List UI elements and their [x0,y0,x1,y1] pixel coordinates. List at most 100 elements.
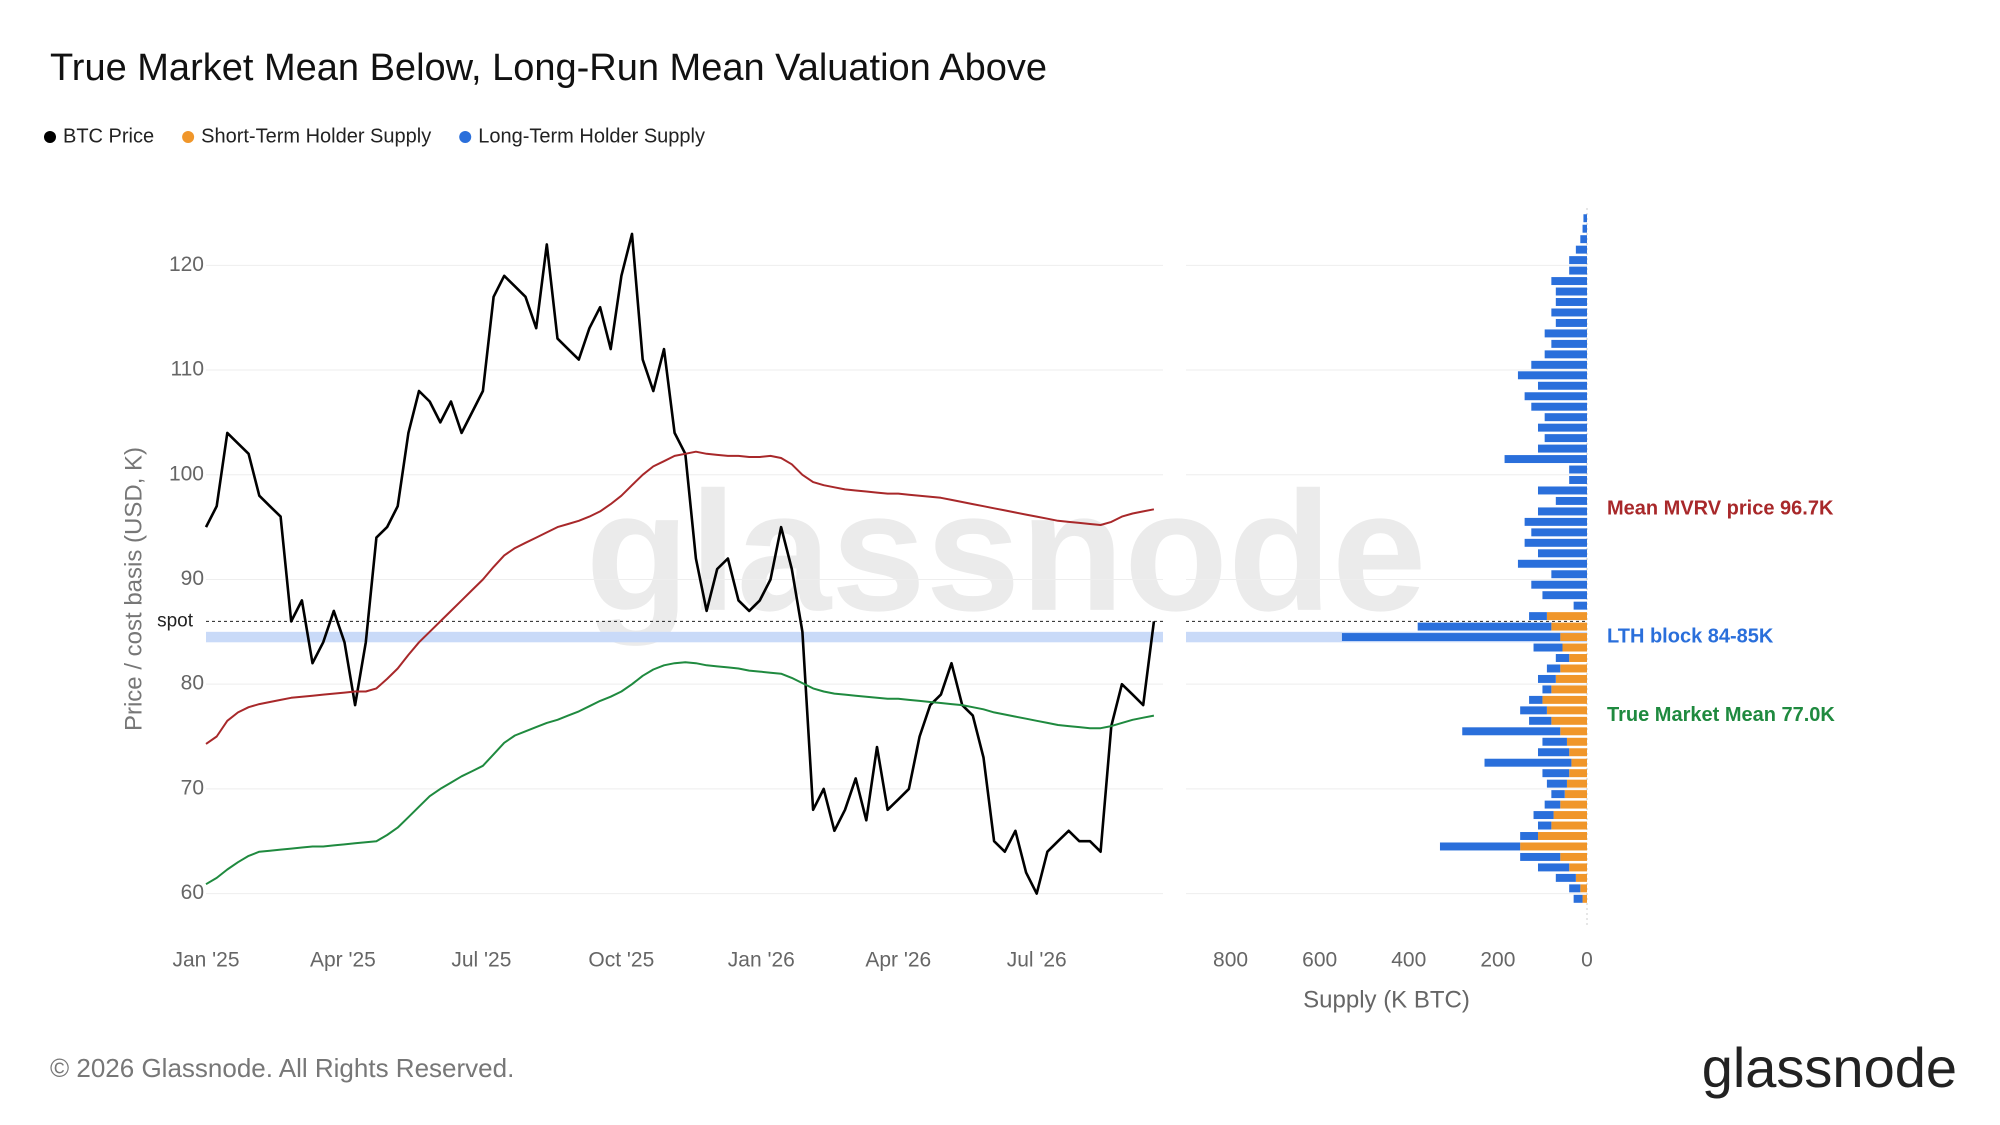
supply-bar [1520,706,1547,715]
y-tick-label: 90 [181,567,204,590]
supply-bar [1551,716,1587,725]
legend-label: Long-Term Holder Supply [478,125,705,147]
brand-logo: glassnode [1702,1036,1957,1099]
x-axis-label: Supply (K BTC) [1303,986,1470,1013]
supply-bar [1546,779,1567,788]
supply-bar [1537,423,1587,432]
supply-bar [1537,863,1570,872]
supply-bar [1569,654,1587,662]
annotation-label: True Market Mean 77.0K [1607,704,1835,726]
supply-bar [1542,769,1570,778]
y-tick-label: 70 [181,776,204,799]
supply-bar [1546,706,1587,715]
supply-bar [1575,873,1587,882]
legend-swatch [459,131,472,143]
supply-bar [1580,884,1587,893]
supply-bar [1542,685,1552,694]
supply-bar [1555,674,1587,683]
supply-bar [1537,674,1556,683]
supply-bar [1537,444,1587,453]
supply-bar [1529,695,1543,704]
supply-bar [1560,800,1587,809]
supply-bar [1546,612,1587,621]
supply-bar [1542,737,1567,746]
supply-bar [1529,716,1552,725]
supply-bar [1551,790,1565,799]
supply-bar [1573,894,1583,903]
legend-swatch [44,131,56,143]
x-tick-label: Jan '25 [172,949,239,972]
supply-bar [1544,800,1561,809]
annotation-label: spot [157,610,194,631]
supply-bar [1555,873,1576,882]
supply-bar [1537,381,1587,390]
supply-bar [1571,758,1587,767]
x-tick-label: 400 [1391,949,1426,972]
x-tick-label: 0 [1581,949,1593,972]
supply-bar [1531,580,1587,589]
x-tick-label: Jan '26 [728,949,795,972]
annotation-label: Mean MVRV price 96.7K [1607,498,1834,520]
supply-bar [1484,758,1572,767]
supply-bar [1533,643,1563,652]
x-tick-label: Jul '26 [1007,949,1067,972]
y-axis-label: Price / cost basis (USD, K) [120,447,147,731]
supply-bar [1524,392,1587,401]
supply-bar [1341,633,1561,642]
supply-bar [1517,559,1587,568]
supply-bar [1560,633,1587,642]
supply-bar [1560,664,1587,673]
supply-bar [1537,549,1587,558]
x-tick-label: 800 [1213,949,1248,972]
supply-bar [1583,214,1587,223]
supply-bar [1439,842,1521,851]
supply-bar [1544,350,1587,359]
supply-bar [1555,298,1587,306]
supply-bar [1582,224,1587,233]
supply-bar [1569,748,1587,757]
annotation-label: LTH block 84-85K [1607,625,1774,647]
supply-bar [1551,821,1587,830]
y-tick-label: 100 [169,462,204,485]
supply-bar [1529,612,1547,621]
band [206,631,1163,643]
x-tick-label: Jul '25 [451,949,511,972]
supply-bar [1542,695,1587,704]
supply-bar [1537,486,1587,495]
supply-bar [1569,266,1587,275]
x-tick-label: Oct '25 [588,949,654,972]
supply-bar [1569,884,1581,893]
y-tick-label: 80 [181,672,204,695]
supply-bar [1531,360,1587,369]
supply-bar [1573,601,1587,610]
supply-bar [1580,235,1587,244]
supply-bar [1569,769,1587,778]
supply-bar [1537,821,1552,830]
supply-bar [1555,318,1587,327]
supply-bar [1551,570,1587,579]
supply-bar [1569,465,1587,474]
supply-bar [1504,455,1587,464]
y-tick-label: 110 [171,358,204,381]
supply-bar [1520,832,1538,840]
supply-bar [1582,894,1587,903]
legend-label: Short-Term Holder Supply [201,125,431,147]
x-tick-label: Apr '26 [865,949,931,972]
supply-bar [1560,852,1587,861]
series-line [205,450,1155,745]
copyright: © 2026 Glassnode. All Rights Reserved. [50,1053,514,1083]
supply-bar [1553,811,1587,820]
chart-title: True Market Mean Below, Long-Run Mean Va… [50,47,1047,89]
supply-bar [1524,538,1587,547]
supply-bar [1551,685,1587,694]
y-tick-label: 120 [169,253,204,276]
legend-label: BTC Price [63,125,154,147]
x-tick-label: 600 [1302,949,1337,972]
supply-bar [1575,245,1587,254]
supply-bar [1533,811,1554,820]
supply-bar [1564,790,1587,799]
supply-bar [1546,664,1561,673]
supply-bar [1551,622,1587,631]
supply-bar [1544,329,1587,338]
